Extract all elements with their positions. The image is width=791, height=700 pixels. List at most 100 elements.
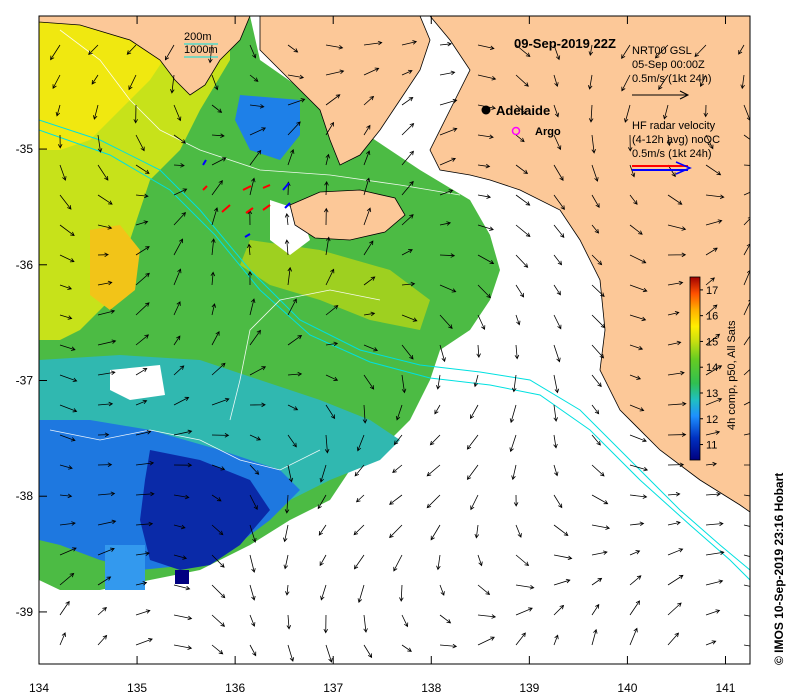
x-tick-label: 136 (225, 681, 245, 695)
current-vector (287, 334, 303, 346)
current-vector (401, 314, 418, 322)
mainland-east (420, 16, 750, 513)
current-vector (363, 207, 372, 226)
current-vector (743, 299, 750, 316)
depth-legend-200m: 200m (184, 31, 212, 43)
current-vector (211, 180, 223, 196)
current-vector (694, 44, 707, 58)
current-vector (553, 74, 559, 87)
current-vector (135, 430, 152, 436)
current-vector (249, 44, 257, 59)
sst-cloud-gap-1 (300, 560, 360, 600)
current-vector (743, 401, 750, 406)
current-vector (173, 614, 193, 621)
current-vector (591, 628, 598, 646)
current-vector (629, 254, 647, 264)
hf-vector (244, 233, 251, 238)
isotherm-1 (59, 29, 461, 196)
current-vector (173, 462, 193, 468)
argo-marker (511, 126, 521, 136)
current-vector (173, 134, 187, 144)
current-vector (511, 464, 517, 481)
current-vector (439, 189, 454, 196)
current-vector (667, 574, 684, 586)
current-vector (173, 301, 181, 316)
current-vector (363, 95, 375, 106)
current-vector (211, 397, 230, 406)
current-vector (667, 548, 684, 556)
current-vector (211, 303, 217, 316)
current-vector (705, 194, 725, 199)
current-vector (667, 632, 680, 646)
map-title: 09-Sep-2019 22Z (514, 36, 616, 51)
x-tick-label: 134 (29, 681, 49, 695)
current-vector (699, 74, 707, 87)
contour-200m (39, 119, 750, 571)
current-vector (436, 374, 441, 390)
current-vector (173, 335, 181, 346)
current-vector (135, 220, 149, 226)
current-vector (591, 494, 609, 505)
current-vector (705, 164, 722, 176)
current-vector (325, 94, 341, 106)
current-vector (211, 104, 223, 113)
hf-vector (242, 185, 252, 191)
depth-legend-1000m: 1000m (184, 44, 218, 56)
hf-legend-line3: 0.5m/s (1kt 24h) (632, 148, 711, 160)
current-vector (135, 367, 148, 376)
current-vector (57, 134, 63, 149)
current-vector (97, 309, 116, 316)
x-tick-label: 138 (421, 681, 441, 695)
current-vector (663, 104, 669, 120)
current-vector (515, 44, 531, 58)
current-vector (91, 74, 99, 85)
current-vector (283, 554, 289, 570)
hf-vector (282, 182, 290, 191)
current-vector (59, 572, 75, 586)
current-vector (173, 365, 185, 376)
current-vector (623, 104, 631, 123)
current-vector (705, 365, 723, 376)
current-vector (97, 462, 113, 467)
current-vector (325, 268, 335, 286)
current-vector (97, 280, 113, 286)
current-vector (135, 581, 148, 586)
current-vector (59, 434, 76, 442)
current-vector (249, 104, 265, 109)
colorbar-gradient (689, 276, 701, 461)
current-vector (591, 194, 600, 208)
hf-vector (245, 207, 254, 214)
current-vector (515, 134, 525, 143)
sst-cold-gulf (235, 95, 300, 160)
current-vector (705, 277, 715, 286)
colorbar-label: 4h comp, p50, All Sats (726, 320, 738, 430)
current-vector (287, 74, 305, 80)
current-vector (477, 163, 491, 169)
current-vector (97, 547, 115, 556)
current-vector (553, 164, 564, 181)
isotherm-2 (49, 429, 321, 471)
current-vector (553, 524, 569, 536)
current-vector (173, 584, 191, 591)
current-vector (211, 464, 226, 471)
current-vector (439, 344, 446, 363)
current-vector (743, 644, 750, 647)
current-vector (363, 177, 371, 196)
current-vector (667, 252, 687, 258)
colorbar: 11 12 13 14 15 16 17 4h comp, p50, All Sats (689, 276, 738, 461)
current-vector (389, 524, 403, 539)
current-vector (477, 584, 491, 596)
current-vector (401, 180, 414, 196)
current-vector (667, 602, 682, 616)
current-vector (59, 632, 66, 646)
current-vector (477, 284, 491, 299)
current-vector (553, 224, 565, 238)
current-vector (705, 219, 723, 226)
current-vector (97, 370, 116, 376)
current-vector (667, 194, 683, 205)
map-plot[interactable] (39, 16, 761, 664)
current-vector (439, 157, 456, 166)
current-vector (515, 74, 529, 87)
current-vector (515, 104, 527, 115)
current-vector (553, 464, 559, 477)
